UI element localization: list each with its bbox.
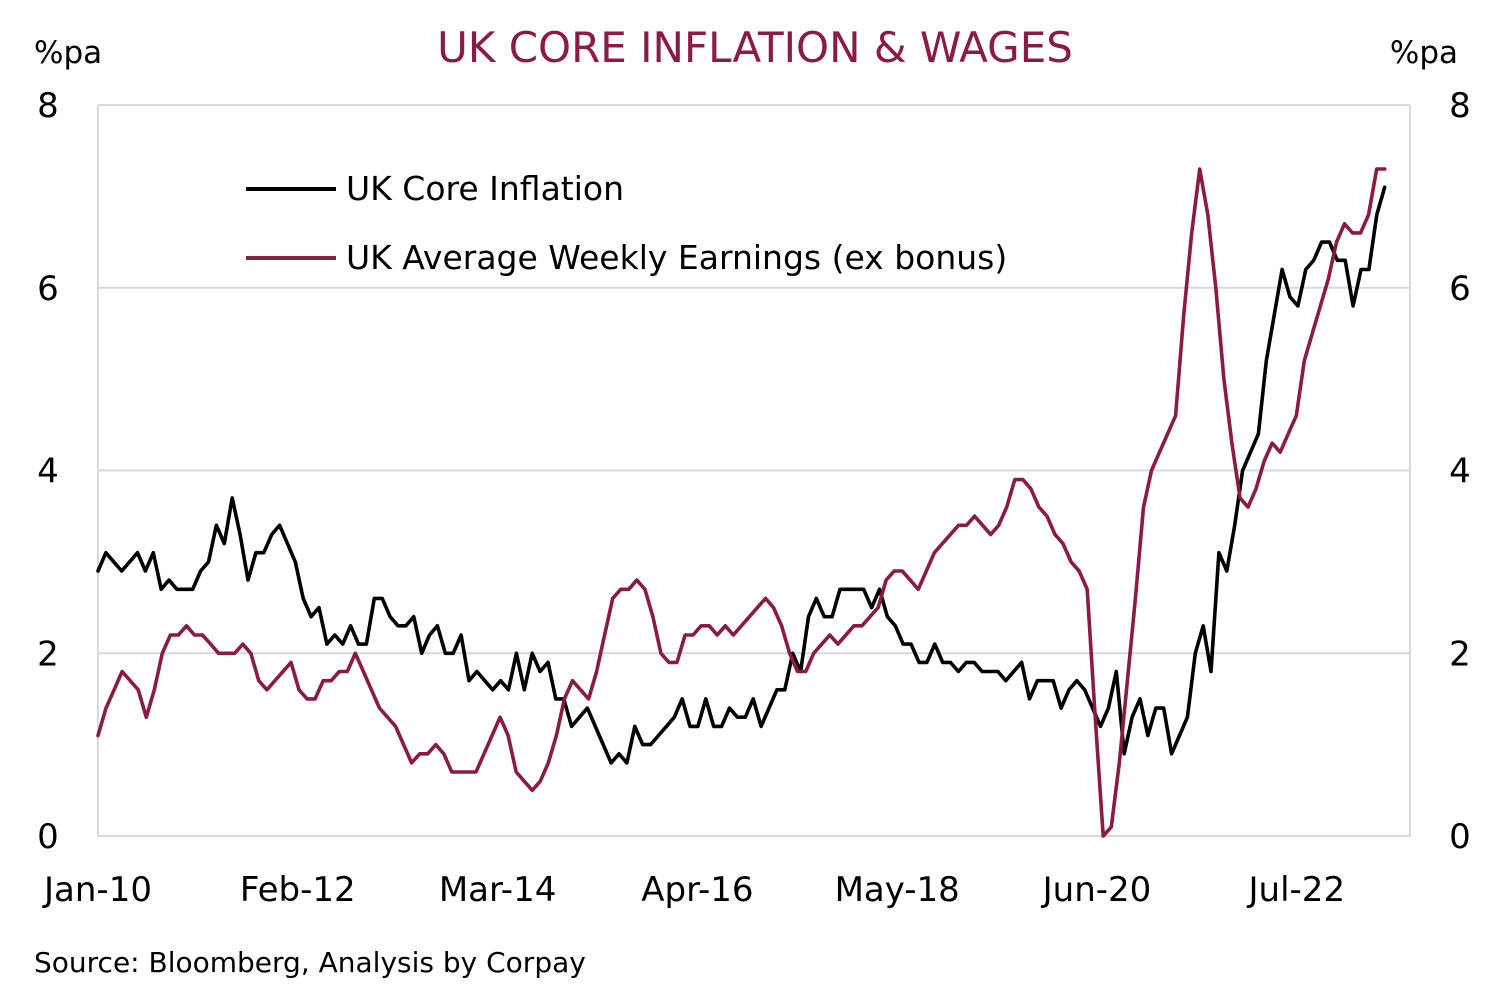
- y-tick-left-0: 0: [37, 817, 59, 857]
- x-tick-Jan-10: Jan-10: [42, 870, 152, 910]
- series-line-0: [96, 185, 1387, 765]
- y-tick-right-4: 4: [1449, 452, 1471, 492]
- y-tick-right-8: 8: [1449, 86, 1471, 126]
- x-tick-May-18: May-18: [835, 870, 960, 910]
- gridlines: [97, 104, 1411, 837]
- source-note: Source: Bloomberg, Analysis by Corpay: [34, 946, 586, 979]
- right-axis-unit: %pa: [1390, 35, 1458, 71]
- x-tick-Apr-16: Apr-16: [641, 870, 753, 910]
- y-tick-left-4: 4: [37, 452, 59, 492]
- y-tick-right-0: 0: [1449, 817, 1471, 857]
- y-tick-left-8: 8: [37, 86, 59, 126]
- legend: UK Core Inflation UK Average Weekly Earn…: [246, 169, 1007, 277]
- left-y-axis: 0 2 4 6 8: [37, 86, 59, 857]
- x-tick-Jul-22: Jul-22: [1247, 870, 1346, 910]
- y-tick-right-6: 6: [1449, 269, 1471, 309]
- series-lines: [96, 167, 1387, 838]
- x-tick-Jun-20: Jun-20: [1041, 870, 1152, 910]
- y-tick-left-6: 6: [37, 269, 59, 309]
- y-tick-right-2: 2: [1449, 634, 1471, 674]
- series-line-1: [96, 167, 1387, 838]
- legend-label-core-inflation: UK Core Inflation: [346, 169, 624, 208]
- x-axis: Jan-10 Feb-12 Mar-14 Apr-16 May-18 Jun-20 Jul-…: [42, 870, 1345, 910]
- x-tick-Feb-12: Feb-12: [240, 870, 356, 910]
- x-tick-Mar-14: Mar-14: [439, 870, 557, 910]
- y-tick-left-2: 2: [37, 634, 59, 674]
- legend-label-earnings: UK Average Weekly Earnings (ex bonus): [346, 238, 1007, 277]
- left-axis-unit: %pa: [34, 35, 102, 71]
- right-y-axis: 0 2 4 6 8: [1449, 86, 1471, 857]
- chart-title: UK CORE INFLATION & WAGES: [437, 23, 1073, 72]
